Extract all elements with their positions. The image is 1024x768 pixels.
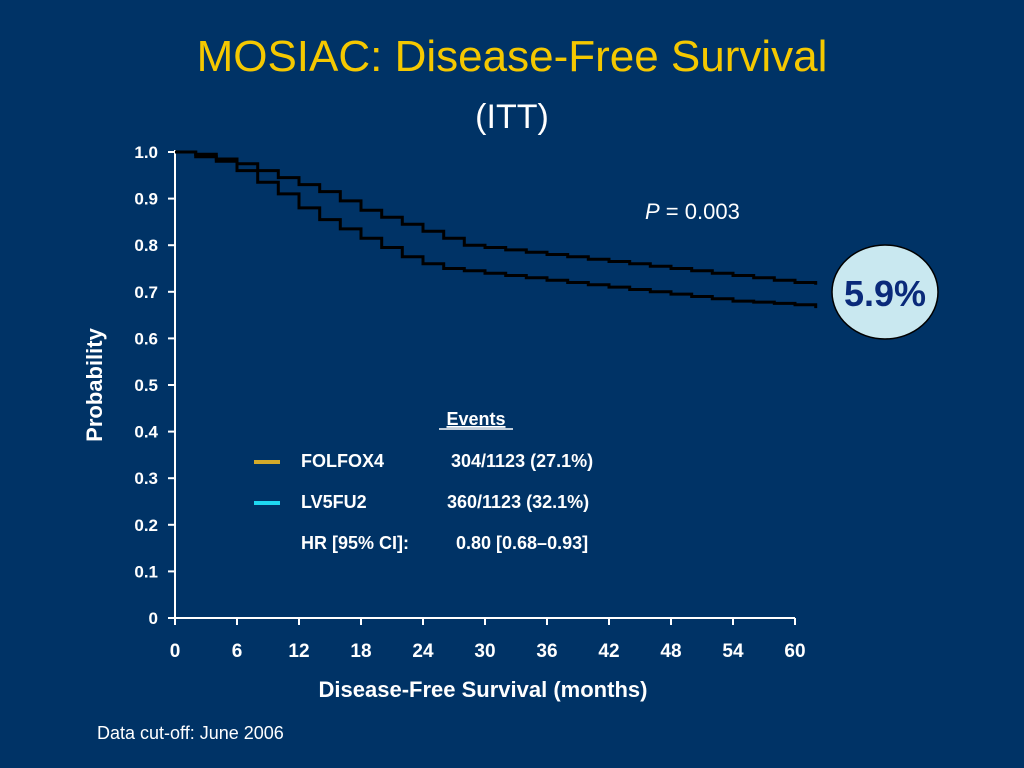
slide-subtitle: (ITT)	[475, 98, 549, 136]
chart-legend: Events FOLFOX4 304/1123 (27.1%) LV5FU2 360/1…	[254, 409, 593, 553]
y-tick-label: 0.9	[134, 190, 158, 209]
x-tick-label: 60	[784, 641, 805, 662]
x-tick-label: 0	[170, 641, 181, 662]
difference-badge-text: 5.9%	[844, 273, 926, 314]
series-line-lv5fu2	[175, 150, 818, 309]
chart-curves	[175, 150, 818, 309]
legend-label-folfox4: FOLFOX4	[301, 451, 384, 471]
x-tick-label: 12	[288, 641, 309, 662]
p-value: P = 0.003	[645, 199, 740, 224]
x-tick-label: 36	[536, 641, 557, 662]
chart-annotations: P = 0.003 5.9%	[645, 199, 939, 340]
x-tick-label: 24	[412, 641, 434, 662]
y-tick-label: 0.1	[134, 562, 158, 581]
x-tick-label: 30	[474, 641, 495, 662]
legend-label-lv5fu2: LV5FU2	[301, 492, 367, 512]
legend-events-folfox4: 304/1123 (27.1%)	[451, 451, 593, 471]
y-tick-label: 0.5	[134, 376, 158, 395]
p-value-symbol: P	[645, 199, 660, 224]
y-tick-label: 0.4	[134, 423, 158, 442]
x-tick-label: 6	[232, 641, 243, 662]
y-tick-label: 0.6	[134, 329, 158, 348]
x-tick-label: 42	[598, 641, 619, 662]
x-axis-label: Disease-Free Survival (months)	[319, 677, 648, 702]
legend-events-lv5fu2: 360/1123 (32.1%)	[447, 492, 589, 512]
chart-axes: 1.0 0.9 0.8 0.7 0.6 0.5 0.4 0.3 0.2 0.1 00 6 12 18 24 3…	[82, 143, 806, 702]
x-tick-label: 48	[660, 641, 681, 662]
legend-hr-label: HR [95% CI]:	[301, 533, 409, 553]
y-axis-label: Probability	[82, 327, 107, 441]
y-tick-label: 0.8	[134, 236, 158, 255]
legend-hr-value: 0.80 [0.68–0.93]	[456, 533, 588, 553]
y-tick-label: 0.3	[134, 469, 158, 488]
x-tick-label: 18	[350, 641, 371, 662]
legend-header: Events	[446, 409, 505, 429]
y-tick-label: 0.7	[134, 283, 158, 302]
series-line-folfox4	[175, 150, 818, 285]
p-value-text: = 0.003	[660, 199, 740, 224]
x-tick-label: 54	[722, 641, 744, 662]
y-tick-label: 0.2	[134, 516, 158, 535]
y-tick-label: 0	[149, 609, 158, 628]
y-tick-label: 1.0	[134, 143, 158, 162]
footnote: Data cut-off: June 2006	[97, 723, 284, 743]
difference-badge	[831, 244, 939, 340]
slide-title: MOSIAC: Disease-Free Survival	[196, 32, 828, 81]
